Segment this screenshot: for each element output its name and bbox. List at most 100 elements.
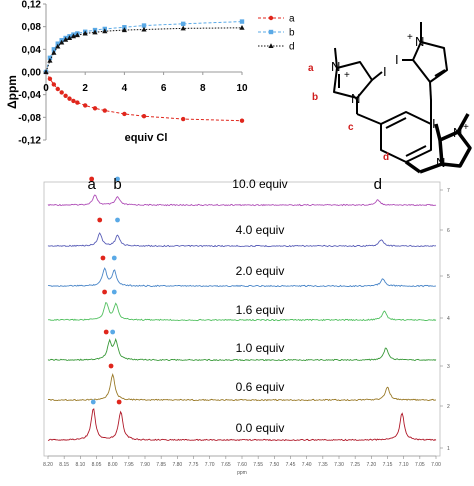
chemical-structure [333,22,472,174]
left-iodo-bond [371,71,383,81]
titration-x-tick-label: 8 [200,83,206,94]
nmr-trace [47,232,437,248]
nmr-peak-marker [115,217,120,223]
structure-proton-labels: a b c d [308,63,389,163]
nmr-x-tick-label: 7.50 [269,462,279,468]
bottom-methyl-bond [456,113,470,133]
bottom-iodo-bond [434,123,442,141]
nmr-traces: 10.0 equiv 4.0 equiv 2.0 equiv 1.6 equiv 1.0… [47,176,437,442]
titration-legend: abd [258,14,295,53]
nmr-peak-letter-a: a [87,176,96,193]
benzene-inner-bond-1 [385,117,407,129]
nmr-x-tick-label: 7.95 [124,462,134,468]
titration-point-d [55,43,61,49]
left-n-bottom: N [351,91,360,106]
nmr-spectrum: 0.0 equiv [47,399,437,442]
nmr-x-tick-label: 7.15 [383,462,393,468]
nmr-right-tick-label: 7 [447,188,450,194]
nmr-right-axis: 1 2 3 4 5 6 7 [440,188,450,452]
titration-point-d [239,25,245,30]
nmr-trace [47,373,437,402]
nmr-x-label: ppm [237,470,247,476]
nmr-x-tick-label: 7.85 [156,462,166,468]
central-benzene-ring [380,111,432,163]
titration-legend-entry-d: d [258,42,295,53]
titration-line-a [45,71,243,122]
top-n-plus: + [407,32,413,43]
titration-point-d [66,35,73,40]
titration-point-b [55,41,60,46]
titration-point-a [239,118,245,123]
nmr-peak-marker [115,176,120,182]
nmr-peak-marker [100,255,106,261]
titration-point-d [51,49,57,55]
left-methyl-bond [334,47,338,69]
nmr-spectrum: 2.0 equiv [48,255,436,288]
titration-axes: 0,12 0,08 0,04 0,00 -0,04 -0,08 -0,12 0 2 4 6 8 10 [18,0,248,147]
nmr-x-tick-label: 8.00 [108,462,118,468]
nmr-peak-letter-d: d [374,176,382,193]
nmr-x-tick-label: 7.65 [221,462,231,468]
titration-y-tick-label: -0,12 [18,136,41,147]
nmr-peak-marker [90,399,96,405]
titration-point-a [141,114,147,119]
nmr-x-tick-label: 7.40 [302,462,312,468]
nmr-x-tick-label: 7.55 [253,462,263,468]
nmr-x-axis: 8.20 8.15 8.10 8.05 8.00 7.95 7.90 7.85 7.80 7.75… [43,455,441,468]
nmr-x-tick-label: 7.45 [286,462,296,468]
nmr-x-tick-label: 7.35 [318,462,328,468]
nmr-peak-marker [97,217,103,223]
nmr-x-tick-label: 8.20 [43,462,53,468]
titration-y-tick-label: -0,04 [18,90,41,101]
titration-legend-entry-a: a [258,14,295,25]
titration-point-b [122,25,127,30]
titration-point-a [55,86,60,92]
titration-point-a [51,82,57,87]
nmr-spectrum: 1.6 equiv [47,289,437,322]
titration-point-b [181,21,186,27]
nmr-peak-marker [111,255,117,261]
nmr-spectrum: 4.0 equiv [47,217,437,248]
titration-y-tick-label: -0,08 [18,113,41,124]
nmr-spectrum: 10.0 equiv [47,176,437,207]
titration-point-d [121,27,127,33]
titration-point-d [47,57,53,63]
titration-series-a [43,69,245,123]
nmr-x-tick-label: 8.10 [75,462,85,468]
nmr-peak-marker [111,289,117,295]
titration-x-tick-label: 2 [82,83,88,94]
nmr-trace [48,267,436,288]
titration-x-tick-label: 6 [161,83,167,94]
top-linker-bond-2 [429,81,432,101]
nmr-peak-letter-b: b [113,176,121,193]
nmr-peak-marker [110,329,116,335]
titration-series-d [43,25,245,74]
titration-point-b [239,19,245,24]
titration-point-b [141,23,147,28]
nmr-x-tick-label: 7.20 [366,462,376,468]
nmr-spectrum-label: 1.6 equiv [236,303,285,317]
nmr-spectrum-label: 1.0 equiv [236,341,285,355]
nmr-spectrum-label: 2.0 equiv [236,264,285,278]
titration-point-a [59,90,64,95]
proton-label-d: d [383,152,389,163]
nmr-x-tick-label: 8.05 [92,462,102,468]
bottom-imidazolium-ring [438,130,472,168]
nmr-spectrum-label: 0.6 equiv [236,380,285,394]
titration-point-a [75,100,80,105]
titration-x-tick-label: 4 [122,83,128,94]
structure-atom-labels: N + N I N + I N + N I [331,32,469,170]
titration-point-d [82,30,88,36]
bottom-n-bottom: N [436,155,445,170]
titration-legend-marker [268,43,274,48]
nmr-x-tick-label: 7.75 [189,462,199,468]
bottom-n-top: N [453,125,462,140]
titration-point-a [102,108,108,113]
titration-legend-label: b [289,28,295,39]
nmr-x-tick-label: 7.30 [334,462,344,468]
nmr-right-tick-label: 6 [447,228,450,234]
titration-line-d [45,27,243,73]
left-iodine: I [383,64,387,79]
nmr-peak-marker [102,289,107,295]
